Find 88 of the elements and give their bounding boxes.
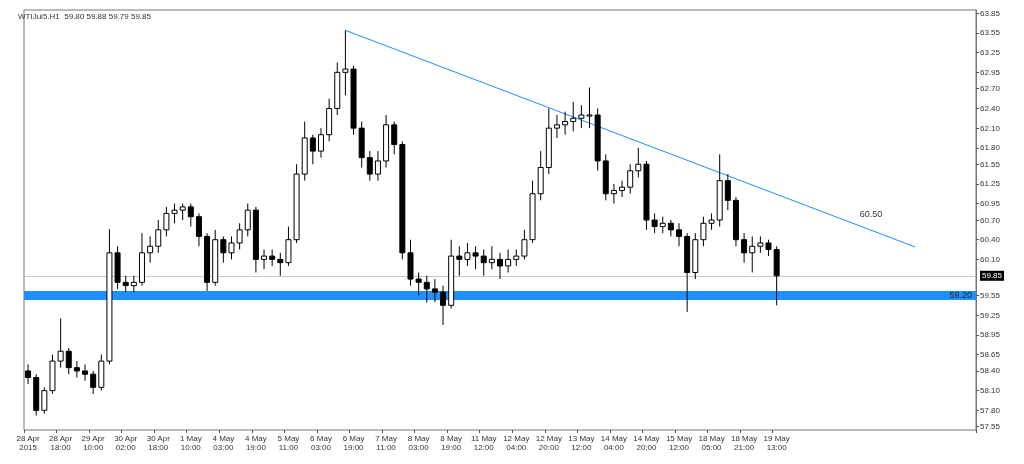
candlestick (440, 285, 447, 326)
candlestick (505, 249, 512, 273)
candlestick (277, 252, 284, 277)
x-tick-label: 6 May 19:00 (342, 434, 365, 452)
y-tick-label: 63.55 (980, 28, 1001, 38)
candlestick (244, 203, 251, 237)
x-tick-label: 7 May 11:00 (375, 434, 397, 452)
y-tick-label: 58.65 (980, 350, 1001, 360)
x-tick-label: 14 May 04:00 (600, 434, 628, 452)
candlestick (627, 163, 634, 195)
x-tick-label: 18 May 21:00 (730, 434, 758, 452)
x-tick-label: 12 May 04:00 (503, 434, 530, 452)
candlestick (25, 363, 32, 385)
candlestick (374, 150, 381, 182)
y-tick-label: 60.95 (980, 199, 1001, 209)
y-tick-label: 62.95 (980, 67, 1001, 77)
y-tick-label: 63.85 (980, 8, 1001, 18)
y-tick-label: 60.40 (980, 235, 1001, 245)
candlestick (741, 232, 748, 264)
candlestick (562, 111, 569, 136)
candlestick (570, 101, 577, 132)
candlestick (619, 180, 626, 198)
candlestick (497, 252, 503, 280)
y-tick-label: 61.80 (980, 143, 1001, 153)
candlestick (195, 212, 202, 247)
x-tick-label: 8 May 03:00 (407, 434, 430, 452)
x-tick-label: 1 May 10:00 (179, 434, 202, 452)
candlestick (187, 203, 194, 228)
candlestick (317, 127, 324, 159)
x-tick-label: 5 May 11:00 (277, 434, 300, 452)
candlestick (391, 121, 398, 155)
y-tick-label: 60.10 (980, 254, 1001, 264)
band-label: 59.20 (949, 290, 972, 301)
y-tick-label: 57.80 (980, 405, 1001, 415)
y-tick-label: 61.25 (980, 179, 1001, 189)
x-tick-label: 13 May 12:00 (568, 434, 595, 452)
candlestick (155, 219, 162, 254)
candlestick (488, 245, 495, 270)
x-tick-label: 28 Apr 2015 (16, 434, 40, 452)
y-tick-label: 62.70 (980, 84, 1001, 94)
x-tick-label: 4 May 19:00 (245, 434, 267, 452)
y-tick-label: 62.10 (980, 123, 1001, 133)
y-tick-label: 59.25 (980, 310, 1001, 320)
candlestick (749, 235, 756, 273)
candlestick (480, 249, 487, 277)
annotation: 60.50 (859, 209, 883, 220)
x-tick-label: 19 May 13:00 (763, 434, 790, 452)
candlestick (309, 134, 316, 165)
ref-line-label: 59.85 (982, 271, 1003, 281)
y-tick-label: 59.55 (980, 290, 1001, 300)
candlestick (366, 150, 373, 182)
candlestick (41, 386, 48, 415)
y-tick-label: 63.25 (980, 48, 1001, 58)
y-tick-label: 61.55 (980, 159, 1001, 169)
x-tick-label: 14 May 20:00 (633, 434, 660, 452)
candlestick (431, 278, 438, 303)
candlestick (147, 235, 154, 264)
x-tick-label: 28 Apr 18:00 (49, 434, 73, 452)
x-tick-label: 15 May 12:00 (665, 434, 693, 452)
y-tick-label: 57.55 (980, 422, 1001, 432)
y-tick-label: 60.70 (980, 215, 1001, 225)
candlestick (423, 275, 430, 304)
x-tick-label: 8 May 19:00 (440, 434, 463, 452)
candlestick (456, 245, 463, 277)
x-tick-label: 12 May 20:00 (535, 434, 562, 452)
candlestick (73, 360, 80, 378)
x-tick-label: 6 May 03:00 (310, 434, 332, 452)
candlestick (261, 249, 268, 270)
x-tick-label: 29 Apr 10:00 (81, 434, 106, 452)
x-tick-label: 30 Apr 18:00 (146, 434, 171, 452)
x-tick-label: 4 May 03:00 (212, 434, 235, 452)
chart-title: WTIJul5.H1 59.80 59.88 59.79 59.85 (18, 11, 152, 21)
candlestick (553, 114, 560, 139)
candlestick (65, 347, 72, 375)
x-tick-label: 30 Apr 02:00 (114, 434, 138, 452)
y-tick-label: 58.95 (980, 330, 1001, 340)
candlestick (90, 370, 97, 395)
y-tick-label: 58.40 (980, 366, 1001, 376)
x-tick-label: 11 May 12:00 (470, 434, 497, 452)
candlestick (667, 219, 674, 237)
y-tick-label: 62.40 (980, 103, 1001, 113)
y-tick-label: 58.10 (980, 386, 1001, 396)
candlestick (676, 222, 683, 247)
candlestick (724, 173, 731, 211)
candlestick (610, 183, 617, 205)
x-tick-label: 18 May 05:00 (698, 434, 725, 452)
candlestick (635, 147, 642, 178)
candlestick (82, 363, 89, 382)
